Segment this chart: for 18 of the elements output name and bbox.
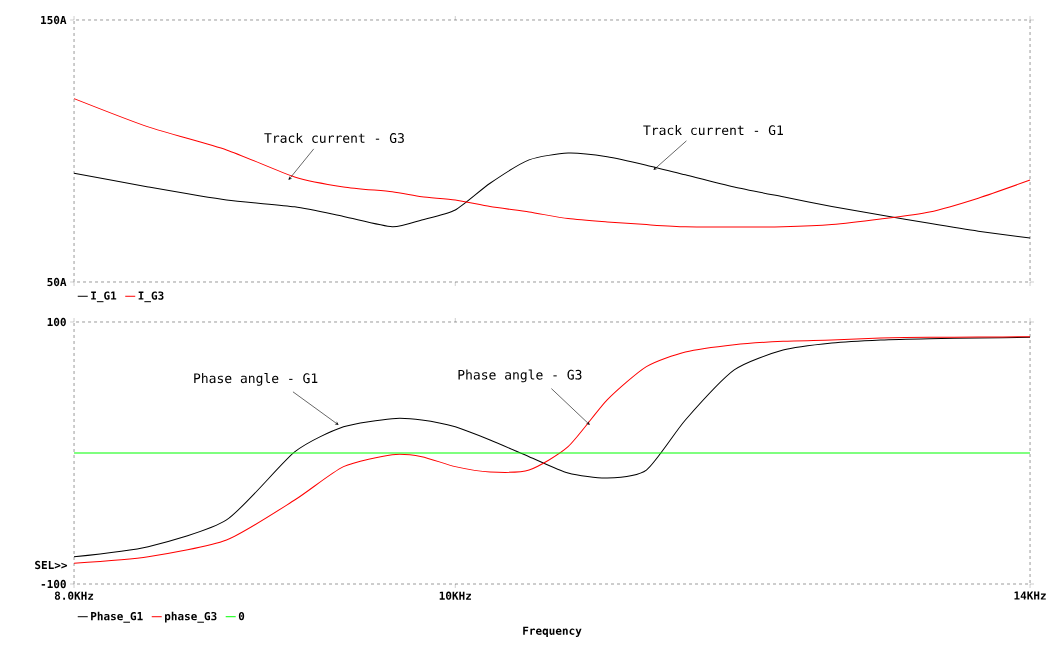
legend-label: Phase_G1	[91, 611, 143, 623]
annotation: Track current - G3	[264, 132, 404, 143]
annotation: Phase angle - G3	[458, 369, 582, 383]
legend-label: I_G1	[91, 291, 117, 303]
annotation: Track current - G1	[643, 125, 783, 136]
x-tick-label: 10KHz	[439, 591, 471, 600]
y-tick-label: 50A	[47, 277, 67, 287]
y-tick-label: 100	[47, 317, 66, 327]
x-tick-label: 8.0KHz	[54, 591, 94, 600]
x-tick-label: 14KHz	[1014, 591, 1046, 600]
legend-label: phase_G3	[165, 611, 217, 623]
y-tick-label: 150A	[41, 15, 67, 25]
legend-label: 0	[238, 611, 245, 621]
text: SEL>>	[35, 560, 68, 570]
y-tick-label: -100	[41, 579, 66, 589]
annotation: Phase angle - G1	[194, 373, 318, 386]
x-axis-title: Frequency	[523, 626, 582, 638]
legend-label: I_G3	[138, 291, 164, 303]
